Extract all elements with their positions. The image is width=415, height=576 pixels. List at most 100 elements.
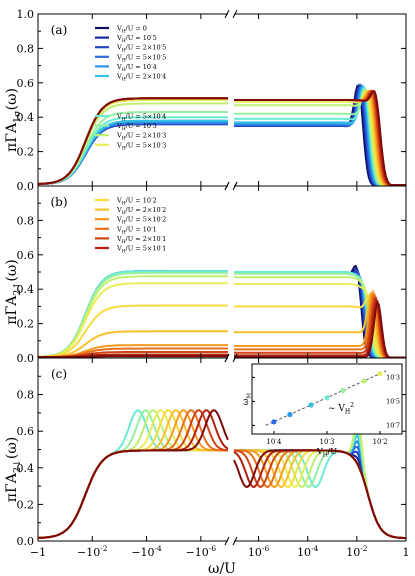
y-tick-label: 0.2 <box>17 318 35 331</box>
break-mark <box>232 181 238 191</box>
x-tick-label: −10-2 <box>77 544 108 559</box>
y-tick-label: 0.6 <box>17 425 35 438</box>
legend-label: VH/U = 2×10-2 <box>116 206 166 216</box>
series-line-left <box>38 449 228 539</box>
inset-point <box>324 395 330 401</box>
series-line-left <box>38 409 228 539</box>
y-tick-label: 0.6 <box>17 249 35 262</box>
series-line-right <box>234 85 406 187</box>
y-tick-label: 0.4 <box>17 462 35 475</box>
series-line-left <box>38 449 228 539</box>
legend-label: VH/U = 2×10-1 <box>116 235 166 245</box>
series-line-left <box>37 282 228 358</box>
y-tick-label: 0.0 <box>17 352 35 365</box>
y-tick-label: 0.2 <box>17 146 35 159</box>
series-line-left <box>38 409 229 539</box>
series-line-left <box>38 409 228 539</box>
y-axis-label: πΓA2↑(ω) <box>4 259 23 324</box>
x-axis: −1 −10-2 −10-4 −10-6 10-6 10-4 10-2 1 ω/U <box>30 544 410 576</box>
series-line-right <box>234 283 406 359</box>
y-tick-label: 1.0 <box>17 8 35 21</box>
inset-y-label: ωM <box>241 393 252 406</box>
inset-y-tick-label: 10-7 <box>386 421 400 429</box>
legend-label: VH/U = 10-5 <box>116 34 157 44</box>
legend: VH/U = 5×10-4VH/U = 10-3VH/U = 2×10-3VH/… <box>95 113 166 151</box>
y-tick-label: 0.8 <box>17 389 35 402</box>
legend-label: VH/U = 10-4 <box>116 63 157 73</box>
inset-point <box>287 411 293 418</box>
series-line-right <box>234 291 406 359</box>
series-line-right <box>234 276 406 359</box>
y-tick-label: 0.4 <box>17 283 35 296</box>
axis-break-cover <box>229 186 233 358</box>
series-line-left <box>38 119 228 185</box>
legend-label: VH/U = 10-3 <box>116 122 157 132</box>
series-line-left <box>38 449 228 539</box>
inset-point <box>308 402 314 408</box>
break-mark <box>232 353 238 363</box>
y-axis-label: πΓA2↓(ω) <box>4 437 23 502</box>
legend-label: VH/U = 5×10-5 <box>116 53 166 63</box>
inset-annotation: ∼ VH2 <box>328 402 354 416</box>
y-tick-label: 0.4 <box>17 111 35 124</box>
panel-b: 0.00.20.40.60.8(b)πΓA2↑(ω)VH/U = 10-2VH/… <box>4 181 407 365</box>
legend-label: VH/U = 10-2 <box>116 197 157 207</box>
y-tick-label: 0.0 <box>17 535 35 548</box>
series-line-right <box>234 298 406 359</box>
legend-label: VH/U = 5×10-4 <box>116 113 166 123</box>
series-line-right <box>234 294 406 359</box>
inset-point <box>361 378 367 384</box>
series-line-left <box>38 449 228 539</box>
inset-x-tick-label: 10-3 <box>320 438 335 446</box>
series-line-left <box>38 409 228 539</box>
legend-label: VH/U = 5×10-3 <box>116 141 166 151</box>
series-line-left <box>38 409 229 539</box>
inset-y-tick-label: 10-3 <box>386 373 400 381</box>
inset: 10-4 10-3 10-210-710-510-3VH/UωM∼ VH2 <box>241 363 403 458</box>
series-line-right <box>234 293 406 359</box>
series-line-right <box>234 89 406 187</box>
inset-x-tick-label: 10-4 <box>266 438 282 446</box>
series-line-left <box>38 449 228 539</box>
x-tick-label: −1 <box>30 546 46 559</box>
y-tick-label: 0.2 <box>17 498 35 511</box>
legend-label: VH/U = 5×10-1 <box>116 245 166 255</box>
series-line-right <box>234 88 406 187</box>
series-line-right <box>234 300 406 359</box>
y-tick-label: 0.8 <box>17 214 35 227</box>
series-line-right <box>234 289 406 359</box>
series-line-left <box>38 304 228 358</box>
break-mark <box>224 9 230 19</box>
break-mark <box>224 181 230 191</box>
break-mark <box>232 9 238 19</box>
y-tick-label: 0.6 <box>17 77 35 90</box>
y-tick-label: 0.8 <box>17 42 35 55</box>
axis-break-cover <box>229 14 233 186</box>
panel-c: 0.0 0.2 0.4 0.6 0.8 (c) πΓA2↓(ω) 10-4 10-3 10-2 10… <box>4 353 407 548</box>
panel-label: (a) <box>51 23 68 37</box>
legend: VH/U = 10-2VH/U = 2×10-2VH/U = 5×10-2VH/… <box>95 197 166 255</box>
series-line-left <box>38 330 228 358</box>
series-line-left <box>38 409 229 539</box>
series-line-left <box>38 409 228 539</box>
panel-label: (b) <box>50 195 67 209</box>
series-line-left <box>38 409 228 539</box>
x-tick-label: −10-4 <box>131 544 162 559</box>
legend-label: VH/U = 10-1 <box>116 225 157 235</box>
y-tick-label: 0.0 <box>17 180 35 193</box>
break-mark <box>224 353 230 363</box>
series-line-left <box>38 409 228 539</box>
x-tick-label: 1 <box>403 546 410 559</box>
y-axis-label: πΓA1σ(ω) <box>4 88 23 152</box>
break-mark <box>232 536 238 546</box>
series-line-right <box>234 90 406 187</box>
x-axis-label: ω/U <box>208 561 236 576</box>
series-line-left <box>38 409 228 539</box>
x-tick-label: 10-6 <box>248 544 270 559</box>
x-tick-label: 10-4 <box>297 544 319 559</box>
legend-label: VH/U = 2×10-4 <box>116 73 166 83</box>
panels: 0.00.20.40.60.81.0(a)πΓA1σ(ω)VH/U = 0VH/… <box>4 8 407 548</box>
legend-label: VH/U = 0 <box>116 25 147 35</box>
inset-point <box>340 387 346 394</box>
